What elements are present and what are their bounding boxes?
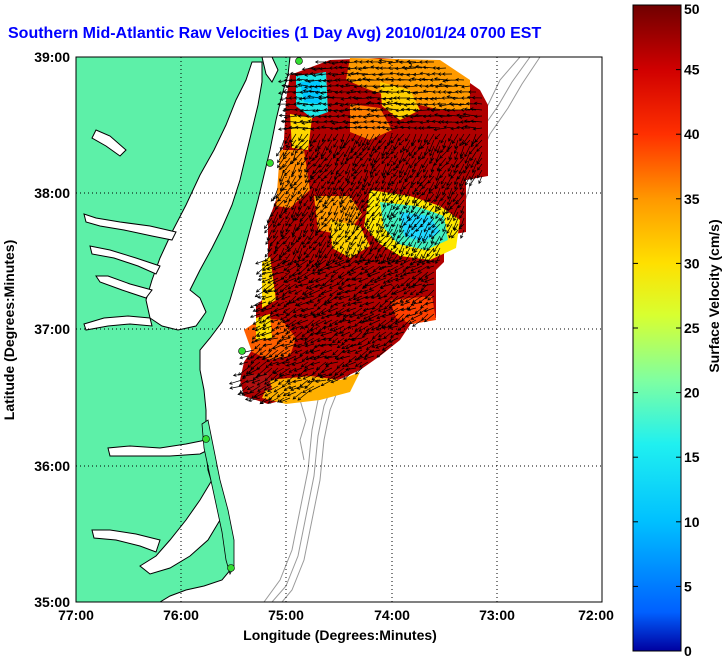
- colorbar-tick-label: 15: [684, 449, 700, 465]
- radar-station: [238, 347, 246, 355]
- x-tick-label: 74:00: [374, 607, 410, 623]
- x-tick-label: 72:00: [578, 607, 614, 623]
- colorbar-gradient: [632, 4, 682, 652]
- x-tick-label: 77:00: [58, 607, 94, 623]
- x-tick-label: 73:00: [479, 607, 515, 623]
- james-river: [83, 315, 153, 331]
- colorbar-tick-label: 50: [684, 1, 700, 17]
- potomac-river: [83, 213, 177, 241]
- radar-station: [266, 159, 274, 167]
- york-river: [95, 275, 153, 299]
- colorbar-tick-label: 40: [684, 126, 700, 142]
- colorbar-tick-label: 45: [684, 62, 700, 78]
- colorbar-tick-label: 0: [684, 643, 692, 659]
- velocity-field: [240, 58, 488, 404]
- velocity-arrow-set: [228, 58, 483, 405]
- colorbar-tick-label: 35: [684, 191, 700, 207]
- radar-station: [295, 57, 303, 65]
- y-tick-label: 38:00: [34, 185, 70, 201]
- y-axis: 39:00 38:00 37:00 36:00 35:00 Latitude (…: [1, 49, 70, 610]
- colorbar-tick-label: 5: [684, 578, 692, 594]
- map-title: Southern Mid-Atlantic Raw Velocities (1 …: [8, 25, 541, 42]
- radar-station: [202, 435, 210, 443]
- delaware-bay: [261, 57, 279, 83]
- colorbar-tick-label: 10: [684, 514, 700, 530]
- y-tick-label: 35:00: [34, 594, 70, 610]
- x-axis-label: Longitude (Degrees:Minutes): [243, 627, 437, 643]
- rappahannock-river: [89, 245, 161, 275]
- plot-frame: [75, 56, 603, 603]
- x-tick-label: 75:00: [268, 607, 304, 623]
- x-axis: 77:00 76:00 75:00 74:00 73:00 72:00 Long…: [58, 607, 614, 643]
- colorbar-tick-label: 20: [684, 385, 700, 401]
- pamlico-river: [91, 529, 161, 553]
- grid-lines: [76, 57, 602, 602]
- radar-station: [227, 564, 235, 572]
- upper-bay-river: [91, 129, 127, 157]
- colorbar-tick-label: 25: [684, 320, 700, 336]
- y-tick-label: 36:00: [34, 458, 70, 474]
- plot-area: [76, 57, 602, 602]
- chesapeake-bay: [145, 61, 263, 331]
- x-tick-label: 76:00: [163, 607, 199, 623]
- velocity-arrows: [228, 58, 483, 405]
- y-tick-label: 37:00: [34, 321, 70, 337]
- colorbar-label: Surface Velocity (cm/s): [706, 219, 722, 372]
- colorbar-tick-label: 30: [684, 255, 700, 271]
- y-axis-label: Latitude (Degrees:Minutes): [1, 240, 17, 420]
- albemarle-sound: [107, 439, 209, 457]
- y-tick-label: 39:00: [34, 49, 70, 65]
